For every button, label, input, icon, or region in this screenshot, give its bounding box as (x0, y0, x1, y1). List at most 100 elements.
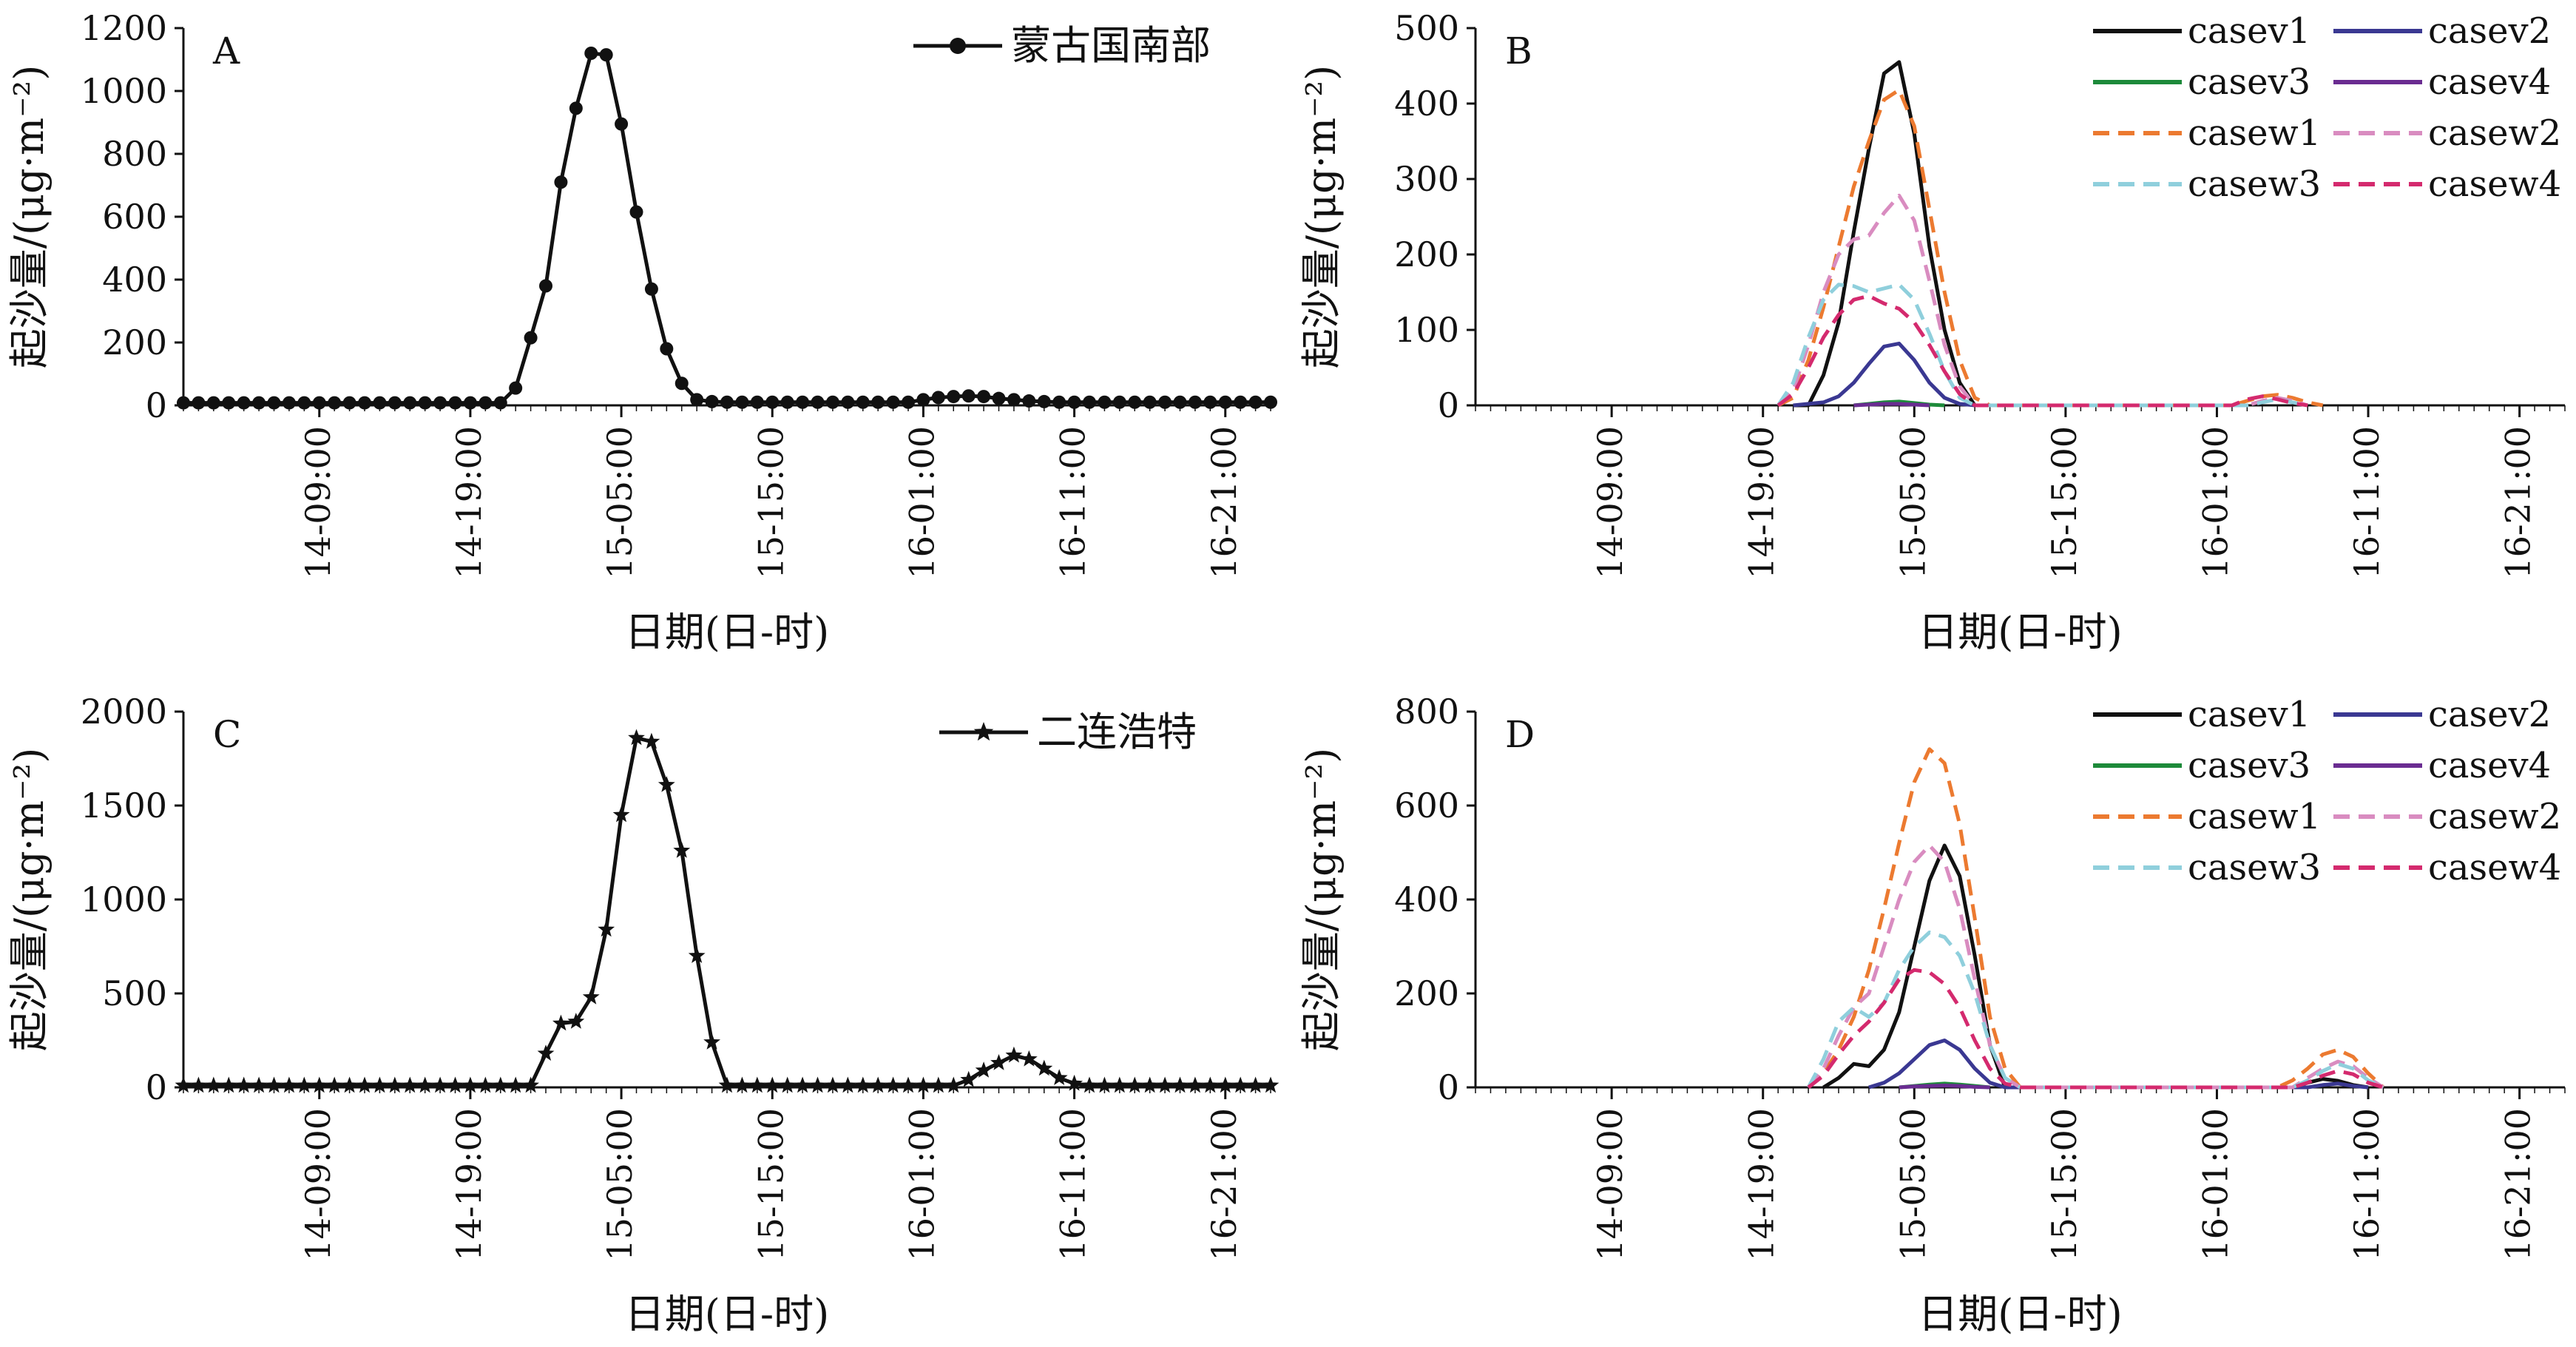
x-tick-label: 15-15:00 (2044, 426, 2084, 579)
data-point (401, 1076, 419, 1093)
data-point (190, 1076, 207, 1093)
data-point (871, 395, 885, 409)
series-casew4 (1807, 968, 2384, 1090)
legend-label: casew2 (2428, 796, 2561, 837)
data-point (448, 396, 462, 410)
data-point (1052, 395, 1066, 409)
x-tick-label: 16-11:00 (1053, 426, 1093, 579)
data-point (266, 1076, 283, 1093)
series-line (1806, 931, 2384, 1090)
data-point (748, 1076, 766, 1093)
data-point (718, 1076, 736, 1093)
data-point (312, 396, 326, 410)
data-point (902, 395, 915, 409)
x-tick-label: 16-01:00 (2195, 1108, 2235, 1261)
data-point (433, 396, 447, 410)
data-point (358, 396, 371, 410)
y-tick-label: 600 (102, 197, 167, 237)
data-point (612, 806, 630, 823)
y-axis-label: 起沙量/(μg·m⁻²) (1298, 65, 1345, 369)
data-point (794, 1076, 811, 1093)
data-point (1172, 1076, 1189, 1093)
data-point (990, 1054, 1007, 1070)
x-tick-label: 14-19:00 (1742, 1108, 1782, 1261)
data-point (386, 1076, 404, 1093)
data-point (854, 1076, 872, 1093)
legend-marker (950, 38, 966, 54)
data-point (1188, 395, 1202, 409)
data-point (282, 396, 296, 410)
data-point (1096, 1076, 1113, 1093)
legend-label: casev3 (2188, 745, 2310, 786)
x-tick-label: 16-11:00 (1053, 1108, 1093, 1261)
data-point (765, 395, 780, 409)
data-point (280, 1076, 298, 1093)
data-point (705, 394, 719, 408)
x-tick-label: 14-19:00 (449, 1108, 489, 1261)
data-point (1141, 1076, 1159, 1093)
data-point (1201, 1076, 1219, 1093)
series-蒙古国南部 (177, 47, 1277, 410)
series-casew3 (1806, 931, 2384, 1090)
legend-label: casev3 (2188, 61, 2310, 103)
series-casev1 (1822, 843, 2369, 1090)
legend-label: casew1 (2188, 112, 2321, 154)
series-casew4 (1777, 294, 2308, 408)
data-point (431, 1076, 449, 1093)
data-point (252, 396, 266, 410)
x-tick-label: 15-15:00 (751, 1108, 791, 1261)
data-point (206, 396, 220, 410)
y-tick-label: 200 (1394, 234, 1459, 274)
data-point (1218, 395, 1232, 409)
series-line (1807, 843, 2384, 1090)
legend-label: casev4 (2428, 745, 2551, 786)
panel-d: 0 200 400 600 800 14-09:00 14-19:00 15-05:00 15-… (1298, 692, 2566, 1337)
data-point (1234, 395, 1248, 409)
data-point (1098, 395, 1112, 409)
y-axis-label: 起沙量/(μg·m⁻²) (6, 748, 53, 1052)
y-tick-label: 400 (1394, 84, 1459, 124)
y-tick-label: 0 (1438, 1067, 1459, 1107)
data-point (1203, 395, 1217, 409)
y-axis-label: 起沙量/(μg·m⁻²) (6, 65, 53, 369)
data-point (628, 729, 645, 746)
data-point (944, 1076, 962, 1093)
data-point (1248, 395, 1262, 409)
data-point (1126, 1076, 1143, 1093)
data-point (809, 1076, 826, 1093)
data-point (960, 1070, 978, 1087)
data-point (643, 732, 660, 749)
data-point (1247, 1076, 1264, 1093)
series-line (183, 51, 1271, 405)
legend-label: casev2 (2428, 10, 2551, 52)
data-point (644, 282, 658, 296)
data-point (1037, 394, 1051, 408)
data-point (930, 1076, 947, 1093)
y-tick-label: 0 (146, 1067, 167, 1107)
data-point (1083, 395, 1096, 409)
data-point (690, 393, 704, 407)
y-tick-label: 100 (1394, 310, 1459, 350)
data-point (507, 1076, 524, 1093)
data-point (493, 396, 507, 410)
data-point (1264, 395, 1277, 409)
x-tick-label: 16-21:00 (1204, 426, 1244, 579)
data-point (657, 776, 675, 792)
legend-label: casev1 (2188, 694, 2310, 735)
y-tick-label: 300 (1394, 159, 1459, 199)
series-casew3 (1777, 283, 2308, 408)
series-二连浩特 (175, 729, 1279, 1093)
series-casev2 (1868, 1039, 2369, 1090)
series-line (1822, 843, 2369, 1090)
panel-label: D (1505, 713, 1535, 756)
legend: casev1 casev2 casev3 casev4 casew1 casew2 case… (2093, 694, 2561, 888)
x-tick-label: 15-15:00 (751, 426, 791, 579)
panel-label: B (1505, 30, 1532, 72)
data-point (1111, 1076, 1129, 1093)
data-point (629, 205, 643, 219)
x-tick-label: 16-01:00 (902, 1108, 942, 1261)
data-point (673, 842, 691, 858)
y-tick-label: 500 (1394, 8, 1459, 48)
data-point (841, 395, 855, 409)
x-axis-label: 日期(日-时) (625, 1291, 829, 1337)
